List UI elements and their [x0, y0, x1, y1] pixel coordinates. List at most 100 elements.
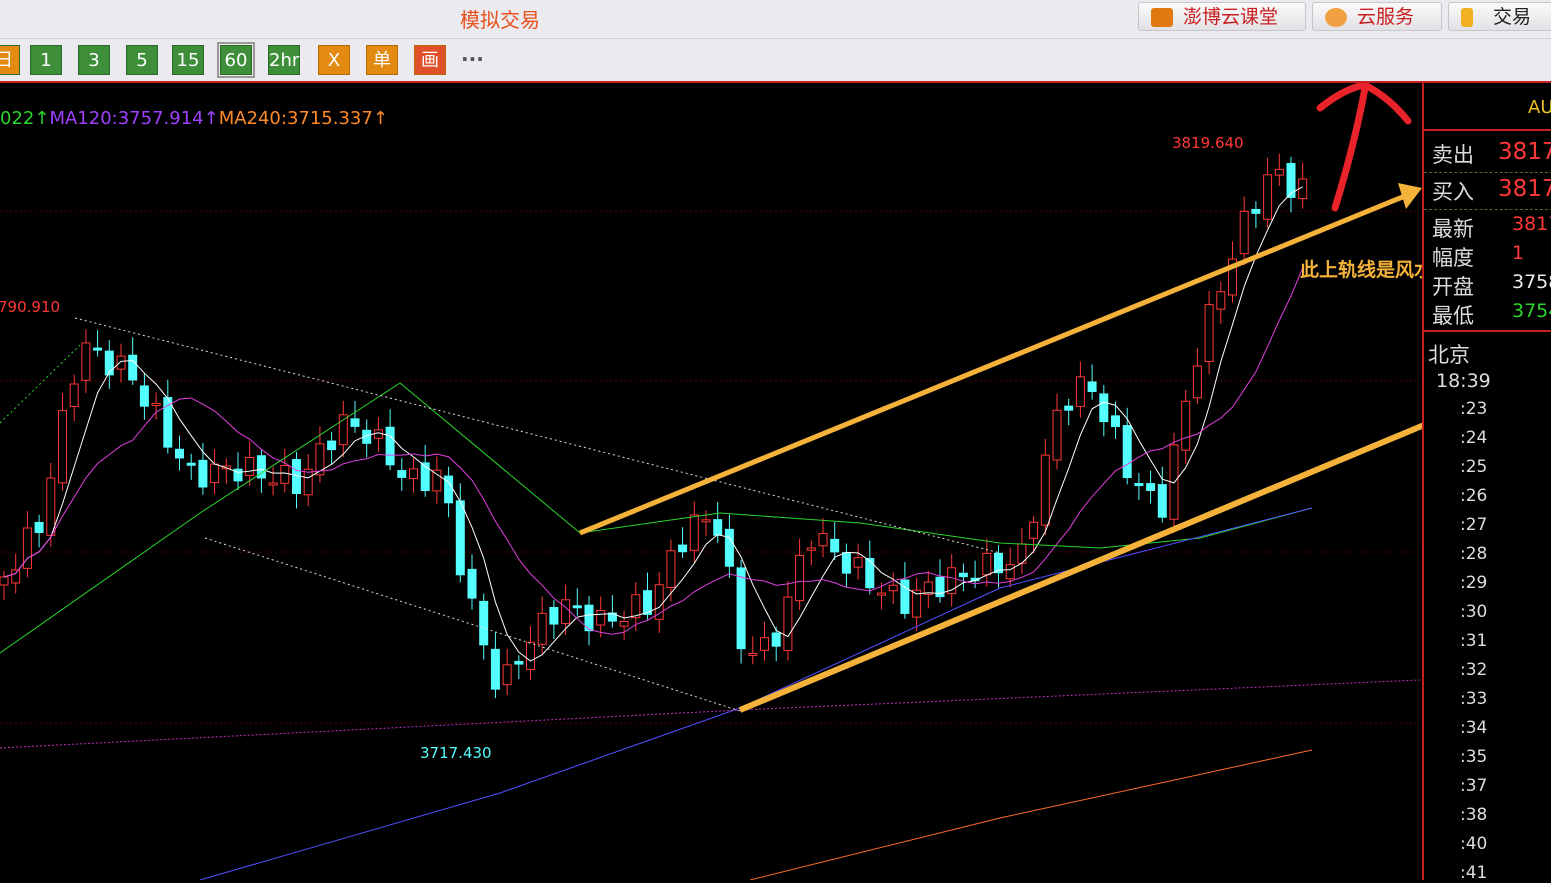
hand-arrow — [1316, 83, 1412, 212]
course-button[interactable]: 澎博云课堂 — [1138, 2, 1306, 31]
candle-body — [549, 606, 559, 625]
period-button[interactable]: 5 — [126, 45, 158, 75]
minute-label: :40 — [1460, 834, 1488, 854]
candle-body — [643, 590, 652, 615]
candle-body — [771, 632, 781, 647]
button-label: 云服务 — [1357, 6, 1415, 28]
ma-item: MA240:3715.337↑ — [218, 108, 388, 129]
ma-line — [0, 382, 1313, 654]
candle-body — [841, 552, 851, 574]
candle-body — [1052, 409, 1062, 461]
candle-body — [409, 468, 418, 480]
symbol: AU — [1528, 97, 1551, 118]
candle-body — [490, 648, 500, 690]
candle-body — [1099, 393, 1109, 423]
candle-body — [11, 569, 21, 584]
candle-body — [923, 581, 933, 595]
minute-label: :41 — [1460, 863, 1488, 883]
candle-body — [865, 558, 875, 589]
candle-body — [69, 383, 79, 407]
ma-item: MA120:3757.914↑ — [49, 108, 219, 129]
candle-body — [1040, 454, 1050, 526]
ma-line — [749, 749, 1313, 880]
candle-body — [373, 429, 383, 439]
candle-body — [502, 664, 512, 686]
candle-body — [151, 402, 161, 407]
cloud-button[interactable]: 云服务 — [1312, 2, 1442, 31]
period-button[interactable]: 画 — [414, 45, 446, 75]
candle-body — [210, 463, 220, 484]
trade-button[interactable]: 交易 — [1448, 2, 1551, 31]
candle-body — [982, 552, 992, 576]
candle-body — [1146, 483, 1156, 491]
candle-body — [701, 519, 711, 523]
period-button[interactable]: 15 — [172, 45, 204, 75]
candle-body — [584, 604, 594, 632]
candle-body — [1216, 291, 1226, 310]
quote-value: 1 — [1512, 242, 1525, 264]
candle-body — [888, 584, 898, 592]
candle-body — [0, 576, 9, 586]
candle-body — [572, 605, 582, 609]
candle-body — [46, 477, 56, 536]
candle-body — [1157, 484, 1167, 518]
candle-body — [783, 596, 793, 652]
period-button[interactable]: ··· — [461, 47, 484, 71]
period-button[interactable]: 60 — [217, 42, 255, 78]
quote-label: 幅度 — [1432, 246, 1474, 270]
quote-value: 3817 — [1498, 176, 1551, 202]
period-toolbar: 日 1 3 5 15 60 2hr X 单画 ··· — [0, 39, 1551, 83]
minute-label: :32 — [1460, 660, 1488, 680]
quote-label: 买入 — [1432, 180, 1474, 204]
minute-label: :31 — [1460, 631, 1488, 651]
candle-body — [479, 600, 489, 646]
candle-body — [1029, 521, 1039, 539]
candle-body — [1192, 365, 1202, 399]
period-button[interactable]: 2hr — [268, 45, 300, 75]
candle-body — [93, 347, 103, 351]
button-label: 交易 — [1493, 6, 1532, 28]
candle-body — [327, 440, 337, 451]
minute-label: :35 — [1460, 747, 1488, 767]
channel-line — [204, 537, 741, 712]
candle-body — [994, 552, 1003, 574]
ma-legend: 022↑MA120:3757.914↑MA240:3715.337↑ — [0, 108, 388, 129]
candle-body — [268, 482, 278, 486]
button-label: 澎博云课堂 — [1183, 6, 1279, 28]
candle-body — [607, 612, 617, 622]
candle-body — [139, 385, 149, 407]
price-label: 790.910 — [0, 298, 60, 316]
candle-body — [678, 544, 688, 553]
candle-body — [1122, 425, 1132, 479]
candle-body — [853, 557, 863, 568]
candle-body — [420, 462, 430, 492]
quote-panel: AU 北京 18:39 卖出 3817 买入 3817 最新 3817 幅度 1 开盘 3758 最… — [1422, 83, 1551, 883]
quote-value: 3817 — [1498, 139, 1551, 165]
candle-body — [1286, 162, 1296, 198]
candle-body — [1251, 208, 1261, 214]
minute-label: :26 — [1460, 486, 1488, 506]
candle-body — [1075, 376, 1085, 407]
candle-body — [303, 468, 313, 496]
candle-body — [526, 641, 535, 670]
trend-arrow — [579, 193, 1406, 536]
period-button[interactable]: 3 — [78, 45, 110, 75]
candle-body — [175, 448, 184, 459]
candle-body — [128, 354, 138, 381]
period-button[interactable]: X — [318, 45, 350, 75]
minute-label: :30 — [1460, 602, 1488, 622]
period-button[interactable]: 1 — [30, 45, 62, 75]
candle-body — [514, 660, 524, 665]
candle-body — [958, 572, 968, 578]
period-button[interactable]: 单 — [366, 45, 398, 75]
quote-row: 开盘 3758 — [1432, 271, 1551, 301]
candle-body — [1263, 174, 1273, 220]
minute-label: :28 — [1460, 544, 1488, 564]
candle-body — [631, 594, 641, 619]
period-button[interactable]: 日 — [0, 45, 20, 75]
row-divider — [1424, 209, 1551, 210]
quote-label: 最新 — [1432, 217, 1474, 241]
minute-label: :38 — [1460, 805, 1488, 825]
annotation: 此上轨线是风水岭 — [1300, 258, 1422, 281]
